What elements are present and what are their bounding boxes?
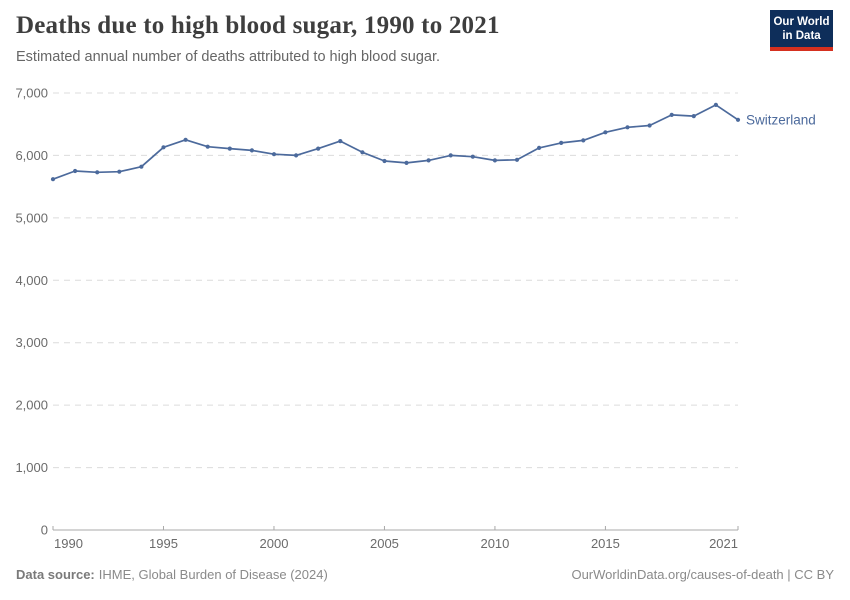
chart-footer: Data source: IHME, Global Burden of Disea… <box>16 567 834 582</box>
x-tick-label-2015: 2015 <box>591 536 620 551</box>
data-point-switzerland-2007[interactable] <box>426 158 431 163</box>
data-point-switzerland-2021[interactable] <box>735 117 741 122</box>
y-tick-label-4000: 4,000 <box>15 273 48 288</box>
data-point-switzerland-2017[interactable] <box>647 123 652 128</box>
data-point-switzerland-2019[interactable] <box>691 114 696 119</box>
x-tick-label-2021: 2021 <box>709 536 738 551</box>
data-source-label: Data source: <box>16 567 95 582</box>
data-point-switzerland-1996[interactable] <box>183 137 188 142</box>
data-point-switzerland-1992[interactable] <box>95 170 100 175</box>
data-point-switzerland-1991[interactable] <box>73 168 78 174</box>
y-tick-label-1000: 1,000 <box>15 460 48 475</box>
y-tick-label-2000: 2,000 <box>15 398 48 413</box>
data-point-switzerland-1998[interactable] <box>227 146 232 151</box>
data-point-switzerland-2020[interactable] <box>713 102 719 107</box>
line-chart: 0 1,000 2,000 3,000 4,000 5,000 6,000 7,000 1990… <box>0 80 850 552</box>
data-point-switzerland-2008[interactable] <box>448 153 453 158</box>
data-point-switzerland-2016[interactable] <box>625 125 630 130</box>
data-point-switzerland-1999[interactable] <box>249 148 254 153</box>
data-point-switzerland-2012[interactable] <box>537 145 542 150</box>
data-point-switzerland-2013[interactable] <box>559 140 564 145</box>
y-tick-label-7000: 7,000 <box>15 86 48 101</box>
y-tick-label-6000: 6,000 <box>15 148 48 163</box>
y-tick-label-3000: 3,000 <box>15 335 48 350</box>
data-source: Data source: IHME, Global Burden of Disea… <box>16 567 328 582</box>
data-point-switzerland-2005[interactable] <box>382 158 387 164</box>
owid-logo-line2: in Data <box>782 29 821 42</box>
y-tick-label-0: 0 <box>41 523 48 538</box>
data-point-switzerland-2010[interactable] <box>492 158 497 163</box>
data-point-switzerland-2004[interactable] <box>360 150 365 155</box>
owid-logo[interactable]: Our World in Data <box>770 10 833 51</box>
data-point-switzerland-2006[interactable] <box>404 160 409 165</box>
data-point-switzerland-1990[interactable] <box>50 177 56 182</box>
line-chart-canvas: 0 1,000 2,000 3,000 4,000 5,000 6,000 7,000 1990… <box>15 86 816 552</box>
x-tick-label-1995: 1995 <box>149 536 178 551</box>
chart-title: Deaths due to high blood sugar, 1990 to … <box>16 12 500 39</box>
y-tick-label-5000: 5,000 <box>15 210 48 225</box>
data-point-switzerland-2001[interactable] <box>294 153 299 158</box>
data-point-switzerland-2000[interactable] <box>271 152 277 157</box>
data-point-switzerland-2015[interactable] <box>603 130 608 135</box>
x-tick-label-1990: 1990 <box>54 536 83 551</box>
data-point-switzerland-2009[interactable] <box>470 154 475 159</box>
data-point-switzerland-2011[interactable] <box>514 157 520 162</box>
x-tick-label-2005: 2005 <box>370 536 399 551</box>
data-point-switzerland-2018[interactable] <box>669 112 674 117</box>
x-tick-label-2000: 2000 <box>260 536 289 551</box>
data-source-text: IHME, Global Burden of Disease (2024) <box>98 567 328 582</box>
data-point-switzerland-2014[interactable] <box>581 138 586 143</box>
data-point-switzerland-1997[interactable] <box>205 144 210 149</box>
chart-subtitle: Estimated annual number of deaths attrib… <box>16 49 441 65</box>
data-point-switzerland-2002[interactable] <box>316 146 321 151</box>
data-point-switzerland-1994[interactable] <box>139 164 144 169</box>
series-line-switzerland[interactable] <box>52 104 739 181</box>
series-label-switzerland[interactable]: Switzerland <box>746 112 816 127</box>
data-point-switzerland-1993[interactable] <box>117 169 122 174</box>
data-point-switzerland-2003[interactable] <box>338 139 343 144</box>
data-point-switzerland-1995[interactable] <box>161 145 166 150</box>
x-tick-label-2010: 2010 <box>480 536 509 551</box>
owid-logo-line1: Our World <box>773 15 830 28</box>
credit-link[interactable]: OurWorldinData.org/causes-of-death | CC … <box>571 567 834 582</box>
